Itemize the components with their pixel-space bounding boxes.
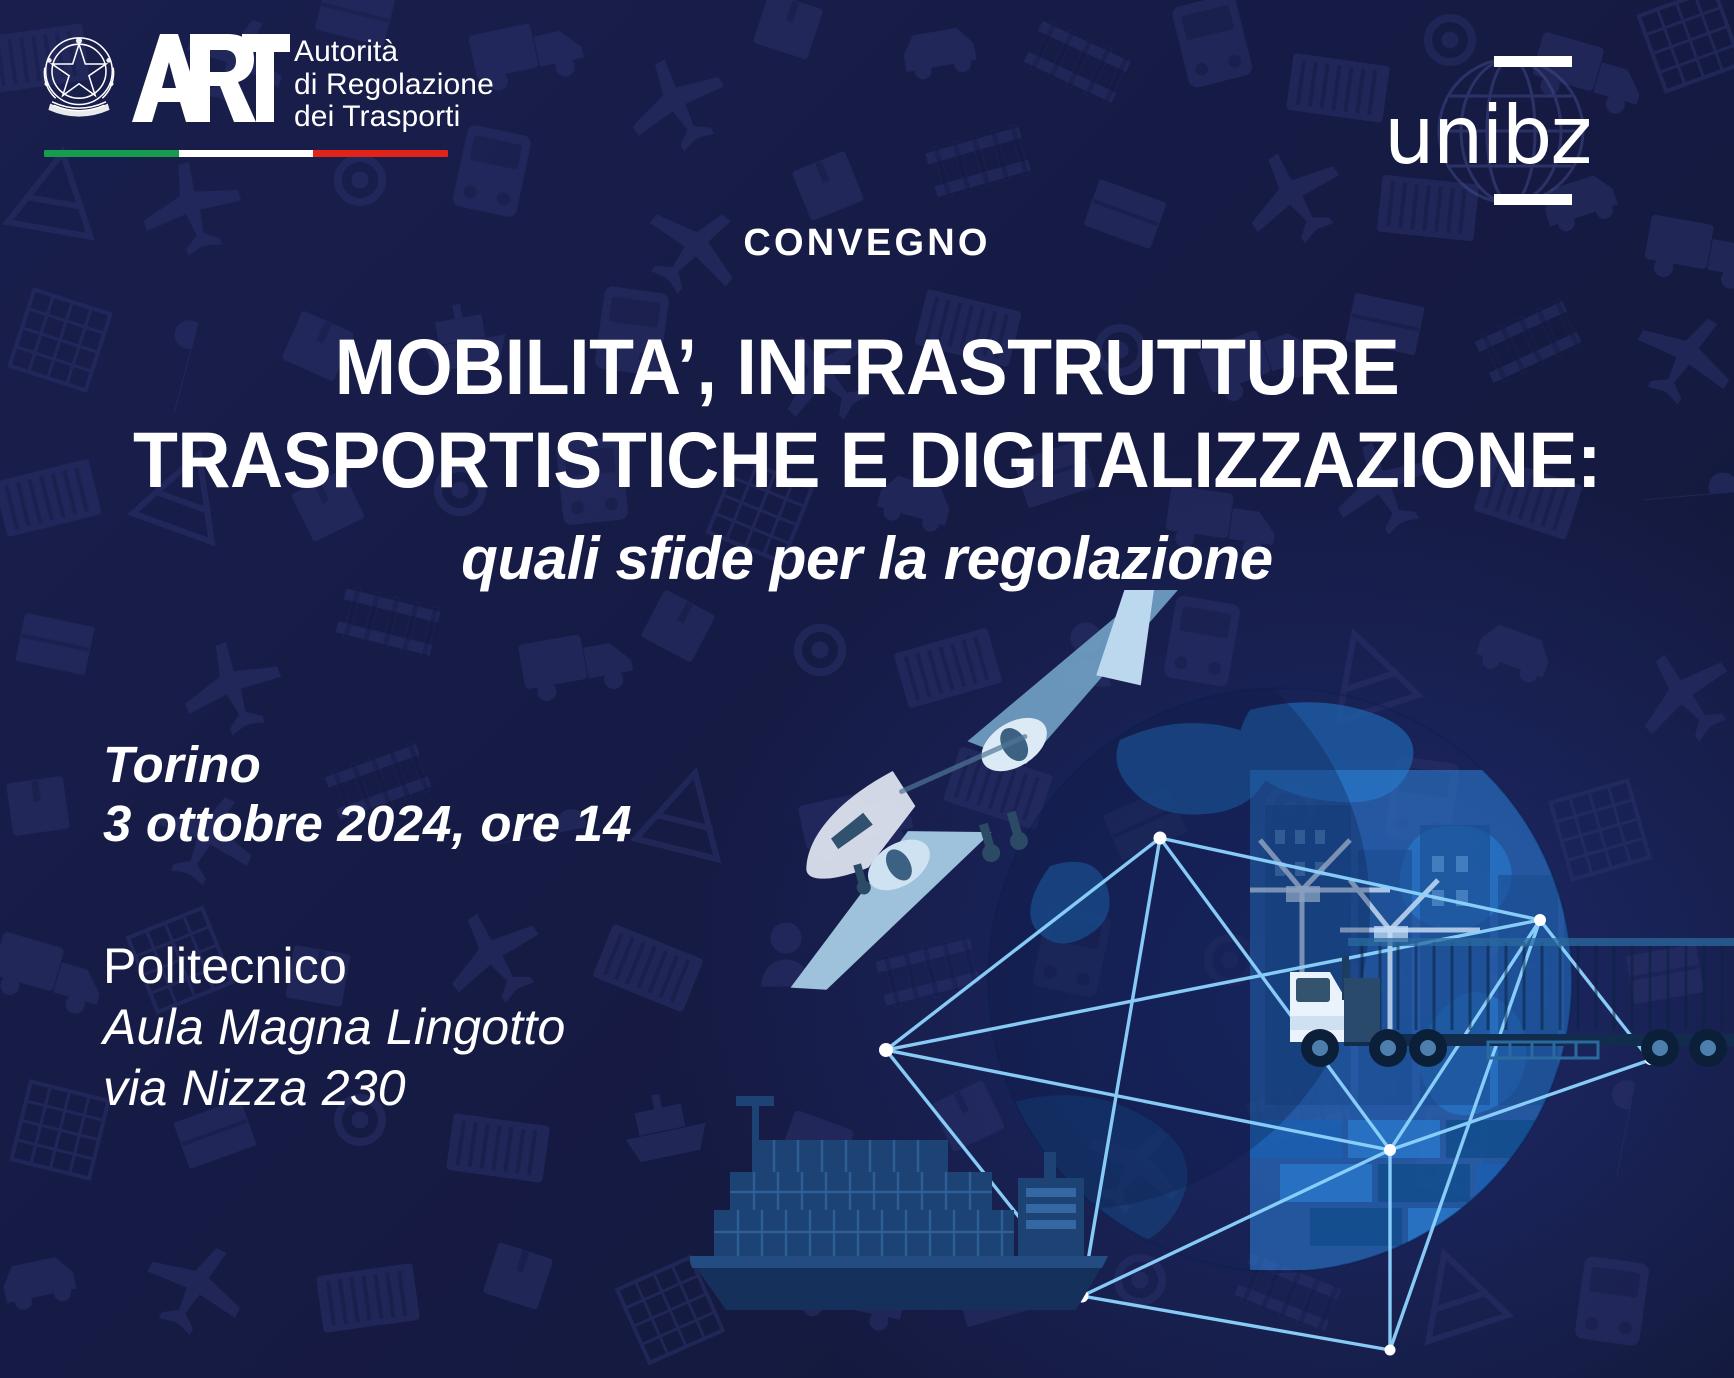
unibz-logo: unibz — [1384, 48, 1592, 206]
event-kicker: CONVEGNO — [743, 222, 991, 264]
art-logo-text: Autorità di Regolazione dei Trasporti — [294, 35, 494, 134]
emblem-of-italy-icon — [34, 28, 124, 124]
tricolor-red — [313, 150, 448, 157]
venue-line-1: Politecnico — [103, 938, 347, 994]
container-ship-silhouette — [690, 1096, 1108, 1310]
event-city: Torino — [103, 736, 261, 793]
globe-network-artwork — [690, 590, 1734, 1378]
title-line-2: TRASPORTISTICHE E DIGITALIZZAZIONE: — [132, 415, 1602, 504]
page-title: MOBILITA’, INFRASTRUTTURE TRASPORTISTICH… — [116, 320, 1617, 506]
unibz-bar-top — [1494, 56, 1572, 67]
event-venue: Politecnico Aula Magna Lingotto via Nizz… — [103, 936, 803, 1119]
tricolor-white — [178, 150, 314, 157]
tricolor-green — [44, 150, 179, 157]
unibz-wordmark: unibz — [1384, 89, 1592, 182]
art-line-3: dei Trasporti — [294, 100, 461, 134]
event-date: 3 ottobre 2024, ore 14 — [103, 795, 632, 853]
page-subtitle: quali sfide per la regolazione — [461, 525, 1273, 592]
venue-line-3: via Nizza 230 — [103, 1060, 406, 1116]
art-logo: Autorità di Regolazione dei Trasporti — [34, 22, 494, 162]
venue-line-2: Aula Magna Lingotto — [103, 999, 566, 1055]
art-wordmark — [132, 22, 290, 127]
semi-truck-container-photo — [1290, 938, 1734, 1067]
art-line-1: Autorità — [294, 35, 399, 68]
network-nodes — [852, 806, 1676, 1378]
unibz-bar-bottom — [1494, 194, 1572, 205]
italian-tricolor-bar — [44, 150, 448, 157]
airplane-photo — [790, 590, 1182, 990]
art-line-2: di Regolazione — [294, 67, 494, 101]
title-line-1: MOBILITA’, INFRASTRUTTURE — [334, 322, 1400, 411]
event-when-where: Torino 3 ottobre 2024, ore 14 — [103, 735, 763, 853]
